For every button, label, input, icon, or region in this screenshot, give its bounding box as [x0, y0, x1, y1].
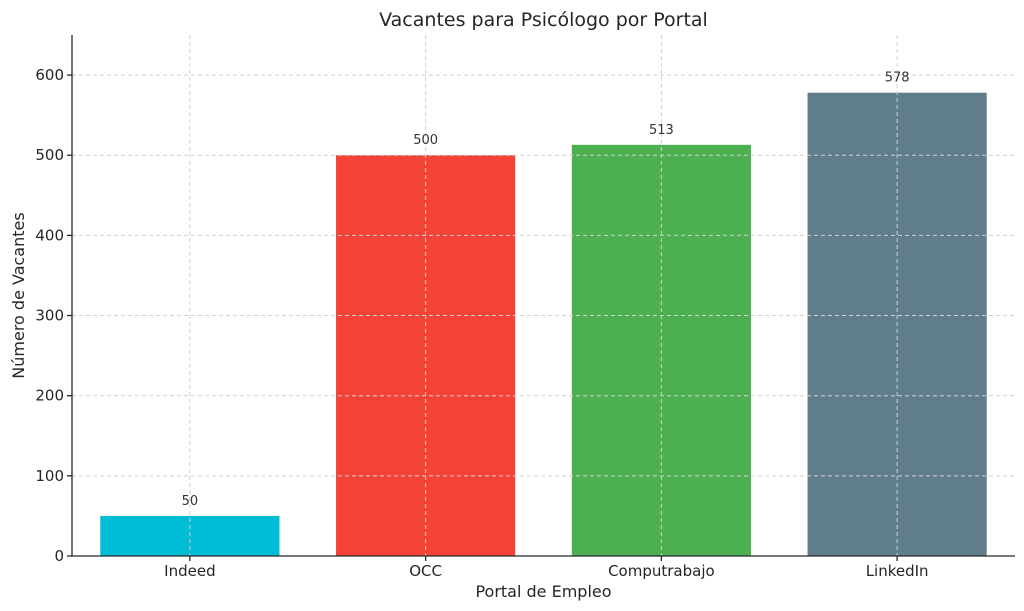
x-tick-labels: Indeed OCC Computrabajo LinkedIn	[164, 562, 928, 580]
y-tick-label: 200	[35, 387, 64, 405]
x-tick-label: Computrabajo	[608, 562, 715, 580]
y-tick-label: 100	[35, 467, 64, 485]
axes	[67, 35, 1015, 561]
x-tick-label: OCC	[409, 562, 442, 580]
x-axis-label: Portal de Empleo	[475, 582, 611, 601]
data-label: 578	[885, 71, 910, 86]
bars	[100, 92, 987, 557]
data-label: 50	[182, 494, 199, 509]
y-tick-label: 0	[54, 547, 64, 565]
data-label: 500	[413, 133, 438, 148]
chart-title: Vacantes para Psicólogo por Portal	[379, 9, 708, 31]
data-labels: 50 500 513 578	[182, 71, 910, 509]
y-tick-label: 600	[35, 66, 64, 84]
bar-occ	[336, 155, 516, 556]
x-tick-label: LinkedIn	[866, 562, 929, 580]
y-tick-label: 500	[35, 146, 64, 164]
y-axis-label: Número de Vacantes	[9, 212, 28, 378]
y-tick-label: 300	[35, 307, 64, 325]
y-tick-labels: 0 100 200 300 400 500 600	[35, 66, 64, 565]
data-label: 513	[649, 123, 674, 138]
x-tick-label: Indeed	[164, 562, 215, 580]
y-tick-label: 400	[35, 226, 64, 244]
